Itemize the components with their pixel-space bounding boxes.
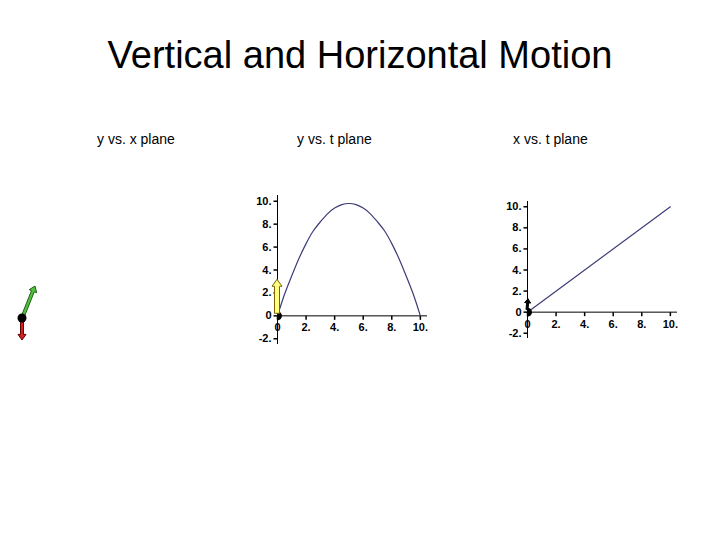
svg-text:8.: 8.	[387, 321, 396, 333]
svg-text:10.: 10.	[256, 195, 271, 207]
svg-text:-2.: -2.	[509, 327, 522, 339]
svg-text:8.: 8.	[637, 318, 646, 330]
svg-text:10.: 10.	[413, 321, 428, 333]
html-text:y vs. x plane: y vs. x plane	[97, 131, 175, 147]
svg-text:6.: 6.	[609, 318, 618, 330]
svg-text:4.: 4.	[580, 318, 589, 330]
svg-text:0: 0	[265, 309, 271, 321]
svg-text:10.: 10.	[506, 200, 521, 212]
svg-text:2.: 2.	[512, 285, 521, 297]
svg-text:0: 0	[274, 321, 280, 333]
svg-text:6.: 6.	[512, 242, 521, 254]
svg-text:6.: 6.	[359, 321, 368, 333]
svg-text:6.: 6.	[262, 241, 271, 253]
svg-text:2.: 2.	[301, 321, 310, 333]
svg-text:8.: 8.	[512, 221, 521, 233]
svg-text:10.: 10.	[663, 318, 678, 330]
svg-text:4.: 4.	[330, 321, 339, 333]
svg-text:8.: 8.	[262, 218, 271, 230]
svg-text:0: 0	[515, 306, 521, 318]
svg-text:-2.: -2.	[259, 332, 272, 344]
svg-text:2.: 2.	[551, 318, 560, 330]
html-text:x vs. t plane: x vs. t plane	[513, 131, 588, 147]
svg-text:0: 0	[524, 318, 530, 330]
svg-text:4.: 4.	[262, 264, 271, 276]
html-text:y vs. t plane: y vs. t plane	[297, 131, 372, 147]
svg-text:4.: 4.	[512, 264, 521, 276]
html-text:Vertical and Horizontal Motion: Vertical and Horizontal Motion	[107, 34, 613, 76]
svg-text:2.: 2.	[262, 286, 271, 298]
